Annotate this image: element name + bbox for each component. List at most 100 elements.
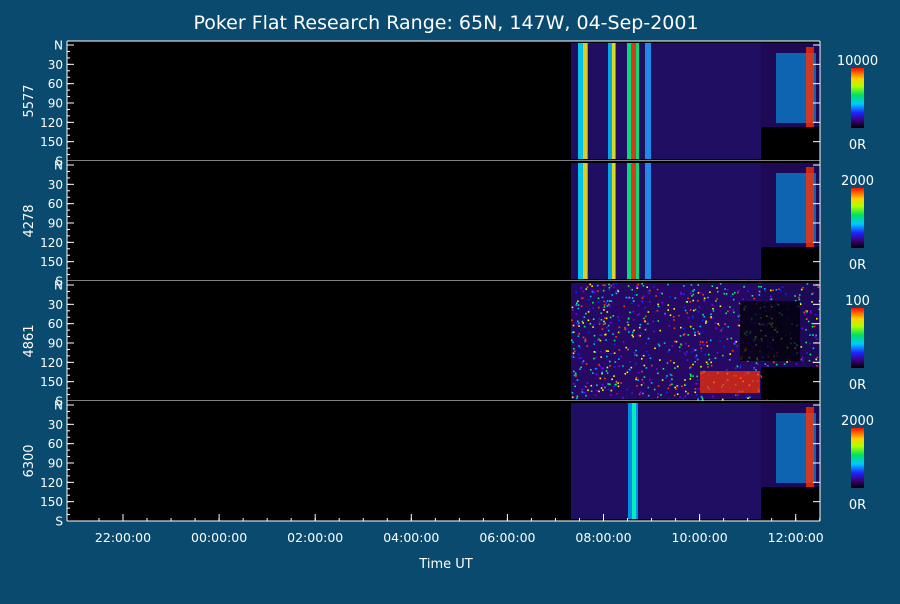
- emission-speck: [581, 297, 583, 300]
- emission-speck: [702, 341, 704, 343]
- emission-speck: [629, 369, 632, 371]
- emission-speck: [626, 328, 628, 330]
- emission-speck: [727, 326, 729, 328]
- emission-speck: [703, 300, 706, 302]
- emission-speck: [624, 328, 626, 331]
- emission-speck: [571, 392, 574, 394]
- emission-speck: [628, 331, 630, 333]
- emission-speck: [758, 290, 761, 293]
- emission-speck: [798, 298, 801, 301]
- emission-speck: [723, 292, 726, 295]
- emission-speck: [613, 375, 615, 377]
- emission-speck: [685, 390, 687, 393]
- emission-speck: [641, 370, 643, 373]
- emission-speck: [657, 393, 659, 395]
- emission-speck: [584, 338, 587, 340]
- emission-speck: [629, 360, 631, 363]
- emission-speck: [725, 312, 727, 315]
- emission-speck: [641, 300, 643, 302]
- emission-speck: [631, 392, 633, 394]
- emission-speck: [699, 325, 702, 328]
- emission-speck: [627, 285, 630, 287]
- emission-speck: [706, 345, 709, 347]
- emission-speck: [636, 354, 638, 357]
- colorbar-min-label: 0R: [849, 378, 866, 393]
- y-tick-label: 30: [48, 58, 63, 72]
- emission-speck: [712, 310, 715, 312]
- emission-speck: [647, 337, 650, 340]
- emission-speck: [697, 300, 699, 302]
- emission-image: [571, 163, 819, 279]
- emission-speck: [583, 325, 586, 328]
- emission-speck: [600, 367, 603, 369]
- emission-speck: [739, 366, 742, 369]
- emission-speck: [642, 354, 645, 357]
- x-tick-label: 22:00:00: [95, 530, 151, 545]
- emission-speck: [738, 324, 741, 327]
- emission-speck: [596, 384, 598, 386]
- emission-speck: [676, 385, 679, 387]
- emission-speck: [661, 379, 664, 381]
- emission-speck: [593, 357, 595, 360]
- emission-speck: [596, 368, 598, 370]
- emission-speck: [600, 319, 603, 321]
- emission-speck: [689, 309, 692, 311]
- emission-speck: [653, 388, 656, 391]
- colorbar: [851, 188, 864, 248]
- emission-speck: [669, 295, 671, 298]
- emission-speck: [618, 365, 621, 367]
- emission-speck: [618, 326, 621, 329]
- emission-speck: [635, 349, 637, 352]
- emission-speck: [816, 359, 819, 361]
- emission-speck: [598, 338, 600, 341]
- y-tick-label: N: [54, 399, 63, 413]
- emission-speck: [601, 383, 604, 386]
- emission-speck: [772, 289, 774, 292]
- emission-speck: [592, 326, 594, 328]
- emission-speck: [593, 323, 595, 326]
- emission-speck: [720, 330, 723, 333]
- emission-speck: [594, 394, 597, 397]
- emission-speck: [680, 343, 682, 345]
- emission-speck: [615, 292, 618, 295]
- emission-speck: [632, 331, 634, 334]
- emission-speck: [582, 297, 585, 299]
- emission-speck: [637, 304, 640, 307]
- emission-speck: [735, 394, 737, 396]
- y-tick-label: 120: [40, 356, 63, 370]
- emission-speck: [572, 331, 575, 333]
- emission-speck: [766, 365, 769, 368]
- emission-speck: [678, 346, 681, 348]
- emission-speck: [740, 365, 742, 367]
- emission-speck: [610, 300, 613, 302]
- emission-band: [806, 47, 814, 127]
- emission-speck: [627, 297, 630, 300]
- emission-band: [806, 407, 814, 487]
- emission-speck: [690, 284, 693, 286]
- emission-speck: [659, 329, 661, 332]
- emission-speck: [816, 365, 818, 367]
- emission-speck: [732, 298, 735, 301]
- emission-speck: [581, 388, 583, 391]
- emission-speck: [677, 386, 679, 388]
- emission-speck: [719, 305, 722, 307]
- emission-speck: [671, 345, 674, 347]
- emission-speck: [702, 313, 704, 316]
- emission-speck: [645, 315, 647, 318]
- emission-speck: [686, 301, 688, 303]
- emission-speck: [617, 382, 619, 384]
- emission-speck: [640, 384, 643, 386]
- emission-speck: [611, 294, 613, 296]
- emission-speck: [598, 306, 600, 309]
- emission-speck: [685, 383, 687, 385]
- emission-speck: [573, 374, 576, 377]
- emission-speck: [600, 350, 602, 353]
- emission-speck: [680, 344, 683, 346]
- emission-speck: [719, 283, 722, 285]
- emission-speck: [634, 354, 637, 357]
- emission-speck: [812, 292, 814, 295]
- emission-speck: [638, 334, 640, 337]
- emission-speck: [572, 352, 575, 355]
- x-tick-label: 12:00:00: [768, 530, 824, 545]
- emission-speck: [645, 350, 648, 353]
